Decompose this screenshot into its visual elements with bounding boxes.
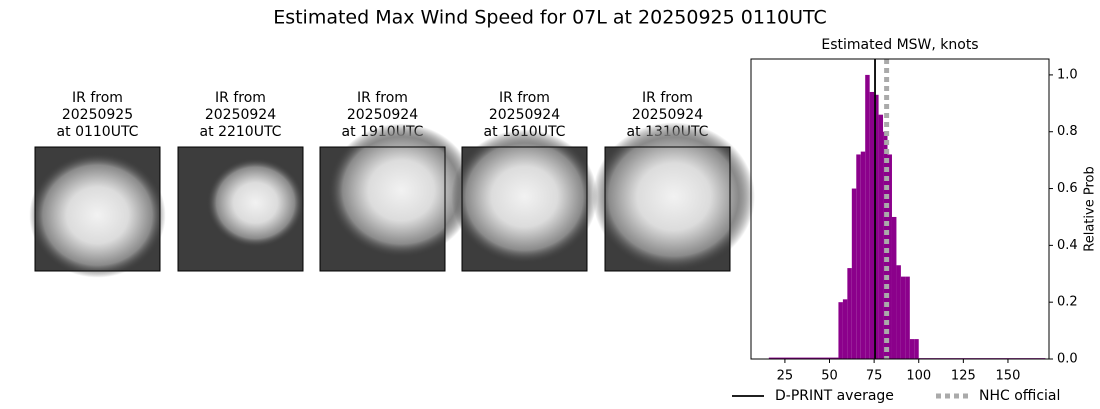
ir-image — [29, 146, 166, 278]
image-frame — [34, 146, 161, 272]
panel-label: IR from — [72, 90, 123, 106]
panel-label: 20250924 — [489, 107, 560, 123]
image-frame — [604, 146, 731, 272]
x-tick-label: 100 — [906, 369, 931, 384]
bar — [900, 276, 906, 359]
bar — [865, 74, 870, 359]
legend-label: NHC official — [979, 388, 1060, 404]
image-frame — [319, 146, 446, 272]
bar — [883, 131, 888, 359]
bar — [869, 91, 875, 360]
panel-label: 20250925 — [62, 107, 133, 123]
legend: D-PRINT average NHC official — [732, 388, 1060, 404]
x-tick-label: 125 — [951, 369, 976, 384]
bar — [856, 154, 861, 359]
ir-image — [177, 146, 305, 272]
panel-label: at 0110UTC — [57, 124, 139, 140]
bar — [909, 339, 915, 359]
bar — [847, 268, 852, 359]
panel-label: IR from — [499, 90, 550, 106]
image-frame — [177, 146, 304, 272]
chart-title: Estimated MSW, knots — [821, 37, 978, 53]
x-tick-label: 50 — [821, 369, 838, 384]
x-tick-label: 150 — [996, 369, 1021, 384]
bar — [874, 94, 879, 359]
histogram-chart: Estimated MSW, knots Relative Prob 25 50 7… — [732, 37, 1098, 404]
cloud-mass — [451, 129, 598, 264]
bar — [914, 339, 919, 359]
panel-label: at 2210UTC — [200, 124, 282, 140]
bar — [878, 114, 884, 359]
bar — [891, 216, 897, 359]
image-frame — [461, 146, 588, 272]
bar — [860, 151, 866, 359]
panel-label: 20250924 — [205, 107, 276, 123]
panel-label: 20250924 — [347, 107, 418, 123]
cloud-mass — [592, 122, 755, 271]
ir-image — [451, 129, 598, 272]
panel-label: IR from — [357, 90, 408, 106]
bar — [896, 265, 901, 359]
bar — [842, 299, 848, 359]
cloud-mass — [29, 152, 166, 278]
cloud-mass — [328, 123, 475, 258]
x-tick-label: 25 — [777, 369, 794, 384]
bar — [851, 188, 857, 359]
y-axis-label: Relative Prob — [1083, 166, 1098, 251]
y-tick-label: 0.2 — [1057, 295, 1078, 310]
plot-frame — [750, 58, 1050, 360]
y-tick-label: 0.0 — [1057, 352, 1078, 367]
y-tick-label: 0.6 — [1057, 181, 1078, 196]
ir-image — [592, 122, 755, 272]
y-tick-label: 1.0 — [1057, 67, 1078, 82]
bar — [838, 302, 843, 359]
panel-label: 20250924 — [632, 107, 703, 123]
bar — [887, 154, 892, 359]
panel-label: IR from — [215, 90, 266, 106]
y-tick-label: 0.8 — [1057, 124, 1078, 139]
ir-image — [319, 123, 475, 272]
legend-label: D-PRINT average — [775, 388, 894, 404]
figure-title: Estimated Max Wind Speed for 07L at 2025… — [273, 7, 827, 29]
cloud-mass — [206, 158, 305, 248]
panel-label: IR from — [642, 90, 693, 106]
bar — [768, 357, 839, 359]
bar — [905, 276, 910, 359]
y-tick-label: 0.4 — [1057, 238, 1078, 253]
x-tick-label: 75 — [866, 369, 883, 384]
